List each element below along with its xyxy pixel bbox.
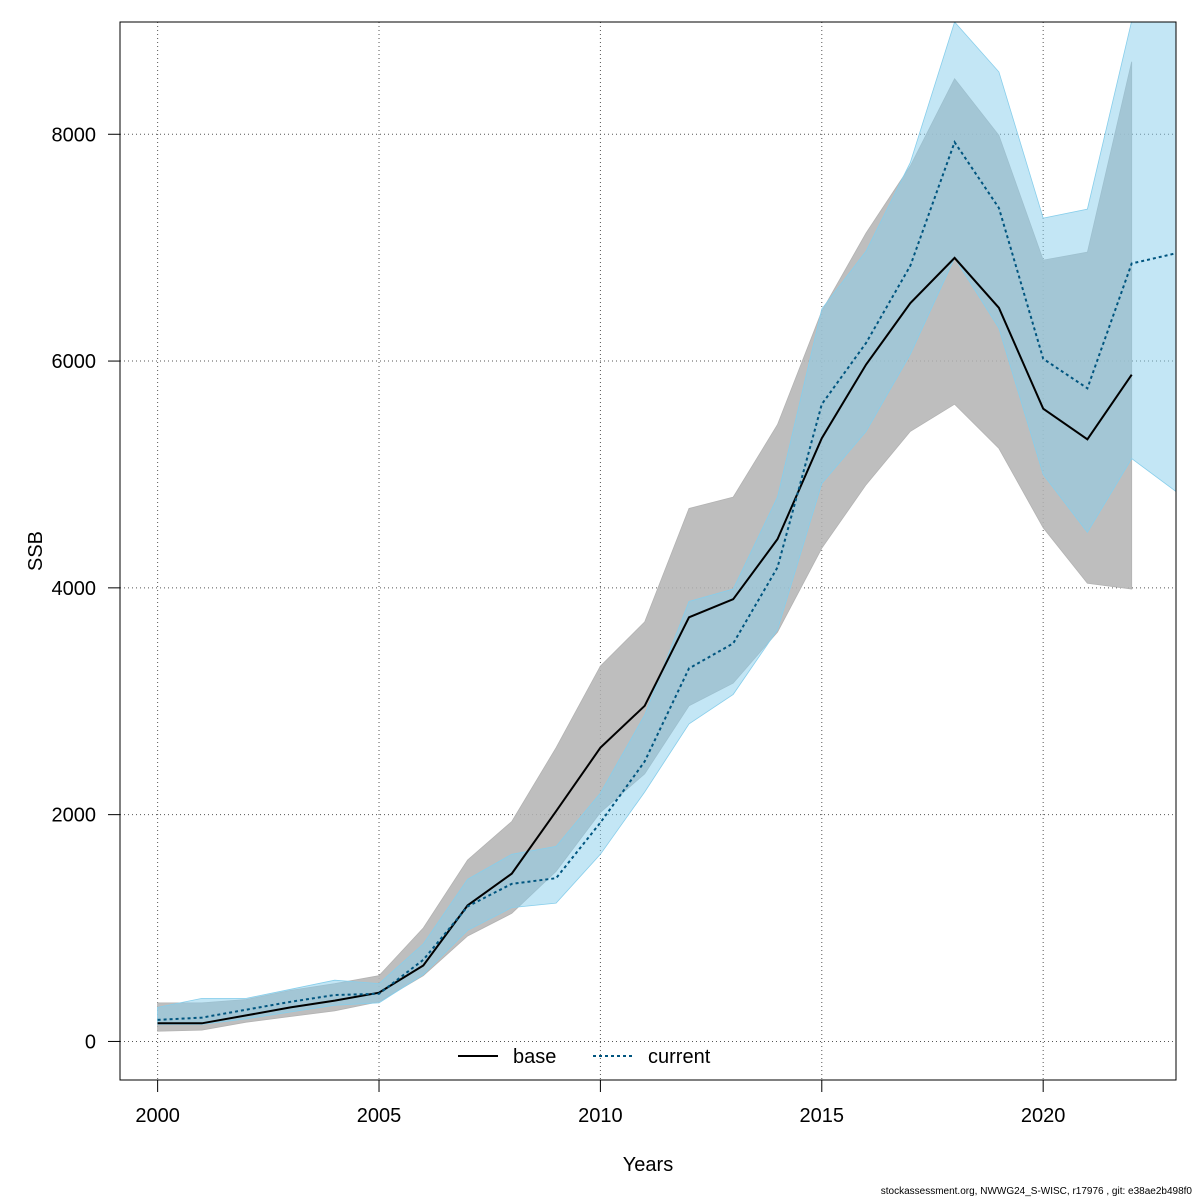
x-axis-title: Years <box>623 1154 673 1176</box>
y-tick-label-6000: 6000 <box>52 351 97 373</box>
legend: base current <box>458 1046 711 1068</box>
y-axis-title: SSB <box>25 531 47 571</box>
legend-label-current: current <box>648 1046 711 1068</box>
y-tick-label-0: 0 <box>85 1031 96 1053</box>
y-tick-label-8000: 8000 <box>52 124 97 146</box>
x-tick-label-2010: 2010 <box>578 1105 623 1127</box>
legend-label-base: base <box>513 1046 556 1068</box>
series-lines <box>157 140 1176 1025</box>
y-tick-label-2000: 2000 <box>52 805 97 827</box>
x-tick-label-2015: 2015 <box>800 1105 845 1127</box>
axes: 2000 2005 2010 2015 2020 0 2000 4000 6000 8000 <box>52 124 1066 1127</box>
x-tick-label-2005: 2005 <box>357 1105 402 1127</box>
confidence-bands <box>157 22 1176 1032</box>
line-base <box>157 256 1133 1025</box>
y-tick-label-4000: 4000 <box>52 578 97 600</box>
grid-lines <box>120 22 1176 1080</box>
x-tick-label-2020: 2020 <box>1021 1105 1066 1127</box>
x-tick-label-2000: 2000 <box>135 1105 180 1127</box>
footer-credit: stockassessment.org, NWWG24_S-WISC, r179… <box>880 1186 1192 1197</box>
band-current <box>157 22 1176 1025</box>
